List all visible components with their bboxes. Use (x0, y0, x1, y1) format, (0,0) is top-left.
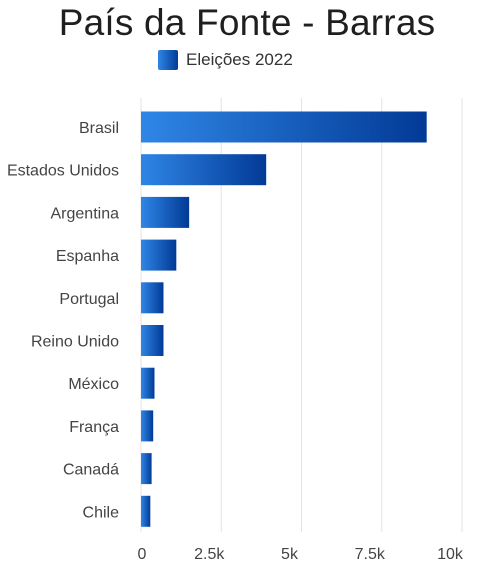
category-label-1: Estados Unidos (7, 163, 119, 180)
category-label-6: México (68, 376, 119, 393)
bar-3[interactable] (141, 239, 177, 271)
bar-5[interactable] (141, 325, 164, 356)
category-label-0: Brasil (79, 120, 119, 137)
bar-7[interactable] (141, 410, 154, 442)
legend-label: Eleições 2022 (186, 50, 293, 69)
bar-1[interactable] (141, 154, 267, 186)
category-label-5: Reino Unido (31, 334, 119, 351)
bar-0[interactable] (141, 111, 427, 143)
chart-title: País da Fonte - Barras (58, 2, 436, 43)
bar-6[interactable] (141, 367, 155, 399)
bar-8[interactable] (141, 453, 152, 485)
x-tick-label-1: 2.5k (194, 546, 225, 563)
x-tick-label-3: 7.5k (355, 546, 386, 563)
x-tick-label-0: 0 (138, 546, 147, 563)
category-label-8: Canadá (63, 462, 119, 479)
category-label-3: Espanha (56, 248, 119, 265)
category-label-4: Portugal (59, 291, 119, 308)
category-label-9: Chile (83, 504, 120, 521)
category-label-2: Argentina (51, 205, 120, 222)
bar-2[interactable] (141, 196, 190, 228)
category-label-7: França (69, 419, 119, 436)
x-tick-label-4: 10k (437, 546, 464, 563)
x-tick-label-2: 5k (281, 546, 299, 563)
bar-9[interactable] (141, 495, 151, 527)
legend-swatch (158, 50, 178, 70)
bar-4[interactable] (141, 282, 164, 314)
legend[interactable]: Eleições 2022 (158, 49, 293, 71)
